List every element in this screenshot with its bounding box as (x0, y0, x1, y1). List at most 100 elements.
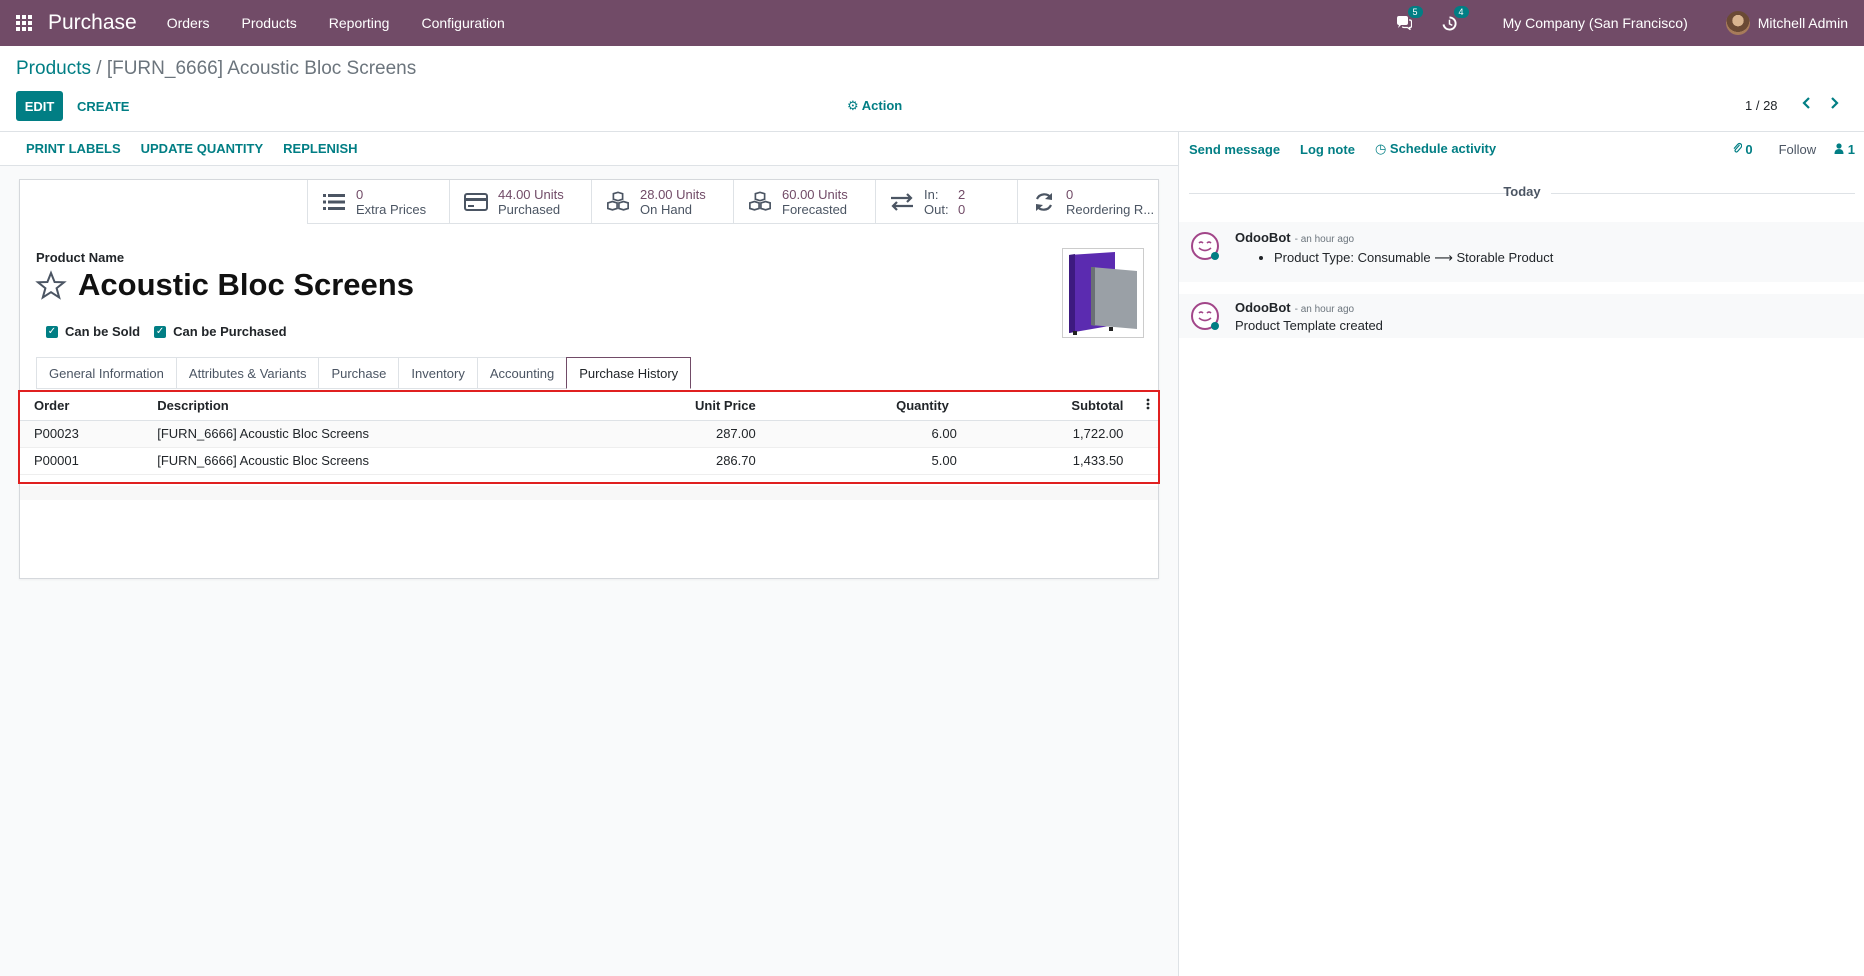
apps-menu-icon[interactable] (0, 0, 48, 46)
forecasted-value: 60.00 Units (782, 187, 848, 202)
tab-attributes-variants[interactable]: Attributes & Variants (175, 357, 319, 389)
smart-button-on-hand[interactable]: 28.00 Units On Hand (591, 180, 733, 224)
message-time: - an hour ago (1294, 304, 1355, 315)
table-row[interactable]: P00023 [FURN_6666] Acoustic Bloc Screens… (20, 420, 1158, 448)
message-body: Product Type: Consumable ⟶ Storable Prod… (1235, 250, 1553, 266)
cell-unit-price: 287.00 (605, 420, 770, 448)
message-author[interactable]: OdooBot - an hour ago (1235, 230, 1354, 245)
message-author[interactable]: OdooBot - an hour ago (1235, 300, 1354, 315)
forecasted-label: Forecasted (782, 202, 848, 217)
pager-previous-icon[interactable] (1800, 96, 1816, 112)
action-menu[interactable]: ⚙ Action (847, 98, 902, 114)
top-navbar: Purchase Orders Products Reporting Confi… (0, 0, 1864, 46)
tracking-value: Product Type: Consumable ⟶ Storable Prod… (1274, 250, 1553, 266)
exchange-icon (890, 191, 914, 213)
attachments-button[interactable]: 0 (1733, 142, 1753, 157)
column-description[interactable]: Description (143, 392, 606, 421)
cubes-icon (606, 191, 630, 213)
replenish-button[interactable]: REPLENISH (283, 141, 358, 156)
checkmark-icon: ✓ (154, 325, 167, 338)
tab-purchase[interactable]: Purchase (318, 357, 399, 389)
smart-button-forecasted[interactable]: 60.00 Units Forecasted (733, 180, 875, 224)
checkmark-icon: ✓ (46, 325, 58, 338)
app-name[interactable]: Purchase (48, 11, 137, 34)
purchased-label: Purchased (498, 202, 561, 217)
company-switcher[interactable]: My Company (San Francisco) (1502, 15, 1688, 31)
log-note-button[interactable]: Log note (1300, 141, 1355, 157)
notebook-tabs: General Information Attributes & Variant… (36, 357, 692, 389)
tab-accounting[interactable]: Accounting (476, 357, 567, 389)
breadcrumb-separator: / (90, 58, 107, 79)
activities-badge: 4 (1453, 6, 1469, 18)
out-value: 0 (958, 202, 966, 217)
column-options-icon[interactable] (1137, 392, 1158, 421)
breadcrumb-current: [FURN_6666] Acoustic Bloc Screens (106, 58, 417, 79)
column-order[interactable]: Order (20, 392, 144, 421)
menu-products[interactable]: Products (241, 15, 297, 31)
send-message-button[interactable]: Send message (1189, 141, 1281, 157)
smart-buttons: 0 Extra Prices 44.00 Units Purchased 28.00… (307, 180, 1159, 224)
cell-quantity: 6.00 (769, 420, 963, 448)
can-be-sold-label: Can be Sold (65, 324, 141, 339)
column-subtotal[interactable]: Subtotal (962, 392, 1138, 421)
user-avatar[interactable] (1725, 11, 1750, 35)
control-panel: Products / [FURN_6666] Acoustic Bloc Scr… (0, 46, 1864, 132)
schedule-activity-label: Schedule activity (1389, 141, 1497, 156)
checkbox-row: ✓ Can be Sold ✓ Can be Purchased (46, 324, 301, 339)
column-unit-price[interactable]: Unit Price (605, 392, 770, 421)
create-button[interactable]: CREATE (77, 98, 130, 114)
can-be-purchased-label: Can be Purchased (173, 324, 287, 339)
favorite-star-icon[interactable] (35, 270, 67, 302)
cell-description: [FURN_6666] Acoustic Bloc Screens (143, 420, 606, 448)
followers-button[interactable]: 1 (1834, 142, 1855, 157)
gear-icon: ⚙ (847, 98, 859, 113)
smart-button-in-out[interactable]: In: 2 Out: 0 (875, 180, 1017, 224)
table-footer-spacer (20, 486, 1158, 500)
table-row[interactable]: P00001 [FURN_6666] Acoustic Bloc Screens… (20, 447, 1158, 475)
out-label: Out: (924, 202, 949, 217)
action-label: Action (861, 98, 903, 113)
menu-reporting[interactable]: Reporting (328, 15, 390, 31)
author-name: OdooBot (1235, 300, 1291, 315)
schedule-activity-button[interactable]: ◷ Schedule activity (1375, 141, 1496, 157)
smart-button-extra-prices[interactable]: 0 Extra Prices (307, 180, 449, 224)
odoobot-avatar-icon (1190, 301, 1220, 331)
edit-button[interactable]: EDIT (16, 91, 63, 121)
pager-value[interactable]: 1 / 28 (1745, 98, 1778, 113)
tab-general-information[interactable]: General Information (36, 357, 176, 389)
messages-icon[interactable]: 5 (1393, 6, 1423, 34)
clock-icon: ◷ (1374, 141, 1387, 156)
tab-purchase-history[interactable]: Purchase History (566, 357, 692, 389)
follow-button[interactable]: Follow (1778, 141, 1817, 157)
update-quantity-button[interactable]: UPDATE QUANTITY (140, 141, 264, 156)
paperclip-icon (1733, 142, 1746, 157)
smart-button-reordering[interactable]: 0 Reordering R... (1017, 180, 1159, 224)
can-be-purchased-checkbox[interactable]: ✓ Can be Purchased (154, 324, 287, 339)
chatter: Send message Log note ◷ Schedule activit… (1178, 132, 1864, 976)
breadcrumb-products-link[interactable]: Products (16, 58, 91, 79)
menu-configuration[interactable]: Configuration (421, 15, 505, 31)
print-labels-button[interactable]: PRINT LABELS (26, 141, 121, 156)
user-icon (1834, 142, 1848, 157)
in-label: In: (924, 187, 939, 202)
cubes-icon (748, 191, 772, 213)
smart-button-purchased[interactable]: 44.00 Units Purchased (449, 180, 591, 224)
purchase-history-table: Order Description Unit Price Quantity Su… (18, 390, 1160, 484)
cell-unit-price: 286.70 (605, 447, 770, 475)
tracking-old: Product Type: Consumable (1274, 250, 1431, 265)
form-sheet: 0 Extra Prices 44.00 Units Purchased 28.00… (18, 179, 1160, 579)
activities-clock-icon[interactable]: 4 (1439, 6, 1469, 34)
message-body: Product Template created (1235, 318, 1383, 333)
product-image[interactable] (1062, 248, 1144, 338)
product-name-label: Product Name (36, 250, 125, 265)
column-quantity[interactable]: Quantity (769, 392, 963, 421)
user-menu[interactable]: Mitchell Admin (1757, 15, 1848, 31)
cell-description: [FURN_6666] Acoustic Bloc Screens (143, 447, 606, 475)
odoobot-avatar-icon (1190, 231, 1220, 261)
arrow-right-icon: ⟶ (1434, 250, 1453, 265)
tab-inventory[interactable]: Inventory (398, 357, 477, 389)
can-be-sold-checkbox[interactable]: ✓ Can be Sold (46, 324, 140, 339)
menu-orders[interactable]: Orders (166, 15, 210, 31)
cell-order: P00001 (20, 447, 144, 475)
pager-next-icon[interactable] (1827, 96, 1843, 112)
